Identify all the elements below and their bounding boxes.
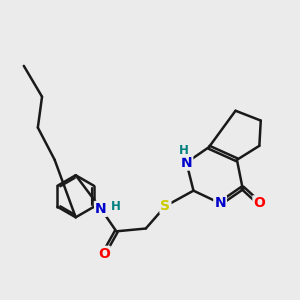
Text: N: N [214,196,226,210]
Text: O: O [98,247,110,261]
Text: O: O [254,196,265,210]
Text: H: H [111,200,121,213]
Text: N: N [181,156,192,170]
Text: H: H [178,144,188,157]
Text: S: S [160,199,170,213]
Text: N: N [95,202,107,216]
